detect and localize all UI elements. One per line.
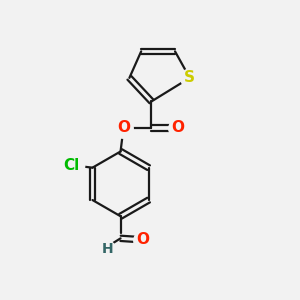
Text: S: S — [184, 70, 195, 86]
Text: O: O — [172, 120, 184, 135]
Text: H: H — [101, 242, 113, 256]
Text: O: O — [136, 232, 149, 247]
Text: Cl: Cl — [63, 158, 80, 173]
Text: O: O — [117, 120, 130, 135]
